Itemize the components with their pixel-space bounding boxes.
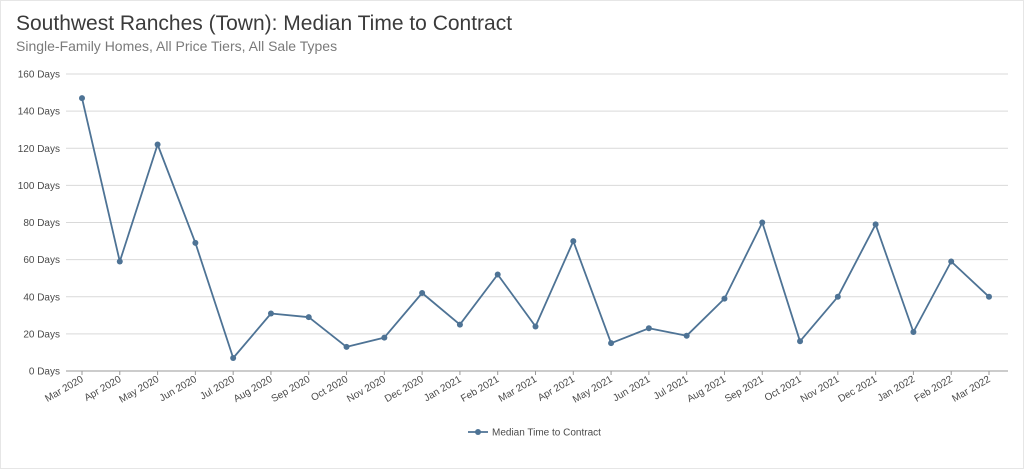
data-point[interactable]: May 2020: 122 [154, 141, 161, 148]
x-tick-label: Sep 2020 [270, 374, 313, 405]
data-point[interactable]: May 2021: 15 [608, 340, 615, 347]
data-point[interactable]: Mar 2020: 147 [79, 95, 85, 102]
y-tick-label: 140 Days [18, 107, 60, 118]
gridlines [66, 73, 1008, 372]
x-tick-label: Nov 2020 [345, 374, 388, 405]
data-point[interactable]: Mar 2021: 24 [532, 323, 539, 330]
y-tick-label: 20 Days [23, 329, 60, 340]
data-point[interactable]: Mar 2022: 40 [986, 293, 992, 300]
x-tick-label: Jul 2021 [652, 374, 691, 403]
data-point[interactable]: Jul 2020: 7 [230, 355, 237, 362]
y-tick-label: 0 Days [29, 367, 60, 378]
x-tick-label: Dec 2021 [837, 374, 880, 405]
x-tick-label: Jun 2021 [611, 374, 653, 404]
chart-title: Southwest Ranches (Town): Median Time to… [16, 12, 513, 35]
chart-subtitle: Single-Family Homes, All Price Tiers, Al… [16, 38, 338, 54]
x-tick-label: Mar 2021 [497, 374, 539, 405]
y-tick-label: 60 Days [23, 255, 60, 266]
x-tick-label: Feb 2022 [913, 374, 955, 405]
data-point[interactable]: Aug 2020: 31 [267, 310, 274, 317]
x-tick-label: Apr 2020 [83, 374, 124, 404]
x-tick-label: Dec 2020 [383, 374, 426, 405]
data-point[interactable]: Jan 2021: 25 [456, 321, 463, 328]
data-point[interactable]: Jan 2022: 21 [910, 329, 917, 336]
data-point[interactable]: Nov 2020: 18 [381, 334, 388, 341]
x-tick-label: Jan 2022 [876, 374, 918, 404]
data-point[interactable]: Apr 2021: 70 [570, 238, 577, 245]
series-group: Mar 2020: 147 Apr 2020: 59 May 2020: 122 Ju… [79, 95, 992, 362]
legend[interactable]: Median Time to Contract [468, 428, 601, 439]
y-axis: 0 Days 20 Days 40 Days 60 Days 80 Days 100 Da… [18, 70, 60, 378]
data-point[interactable]: Nov 2021: 40 [834, 293, 841, 300]
data-point[interactable]: Sep 2021: 80 [759, 219, 766, 226]
data-point[interactable]: Dec 2020: 42 [419, 290, 426, 297]
data-point[interactable]: Feb 2021: 52 [494, 271, 501, 278]
x-tick-label: Aug 2020 [232, 374, 275, 405]
data-point[interactable]: Apr 2020: 59 [116, 258, 123, 265]
x-tick-label: Mar 2022 [950, 374, 992, 405]
data-point[interactable]: Aug 2021: 39 [721, 295, 728, 302]
y-tick-label: 120 Days [18, 144, 60, 155]
y-tick-label: 100 Days [18, 181, 60, 192]
x-tick-label: Sep 2021 [723, 374, 766, 405]
data-point[interactable]: Oct 2020: 13 [343, 343, 350, 350]
y-tick-label: 160 Days [18, 70, 60, 81]
x-tick-label: Jan 2021 [422, 374, 464, 404]
x-tick-label: Oct 2021 [763, 374, 804, 404]
x-tick-label: Apr 2021 [536, 374, 577, 404]
y-tick-label: 40 Days [23, 292, 60, 303]
x-tick-label: Jun 2020 [158, 374, 200, 404]
data-point[interactable]: Jun 2021: 23 [645, 325, 652, 332]
legend-swatch-marker [475, 429, 481, 435]
x-tick-label: Feb 2021 [459, 374, 501, 405]
data-point[interactable]: Oct 2021: 16 [797, 338, 804, 345]
x-tick-label: Jul 2020 [198, 374, 237, 403]
series-line[interactable] [81, 97, 990, 359]
x-tick-label: Oct 2020 [309, 374, 350, 404]
data-point[interactable]: Sep 2020: 29 [305, 314, 312, 321]
x-tick-label: May 2021 [571, 374, 615, 406]
legend-label: Median Time to Contract [492, 428, 601, 439]
x-tick-label: Aug 2021 [685, 374, 728, 405]
y-tick-label: 80 Days [23, 218, 60, 229]
data-point[interactable]: Jul 2021: 19 [683, 332, 690, 339]
x-tick-label: May 2020 [118, 374, 162, 406]
data-point[interactable]: Jun 2020: 69 [192, 239, 199, 246]
data-point[interactable]: Feb 2022: 59 [948, 258, 955, 265]
x-tick-label: Nov 2021 [799, 374, 842, 405]
data-point[interactable]: Dec 2021: 79 [872, 221, 879, 228]
x-tick-label: Mar 2020 [43, 374, 85, 405]
